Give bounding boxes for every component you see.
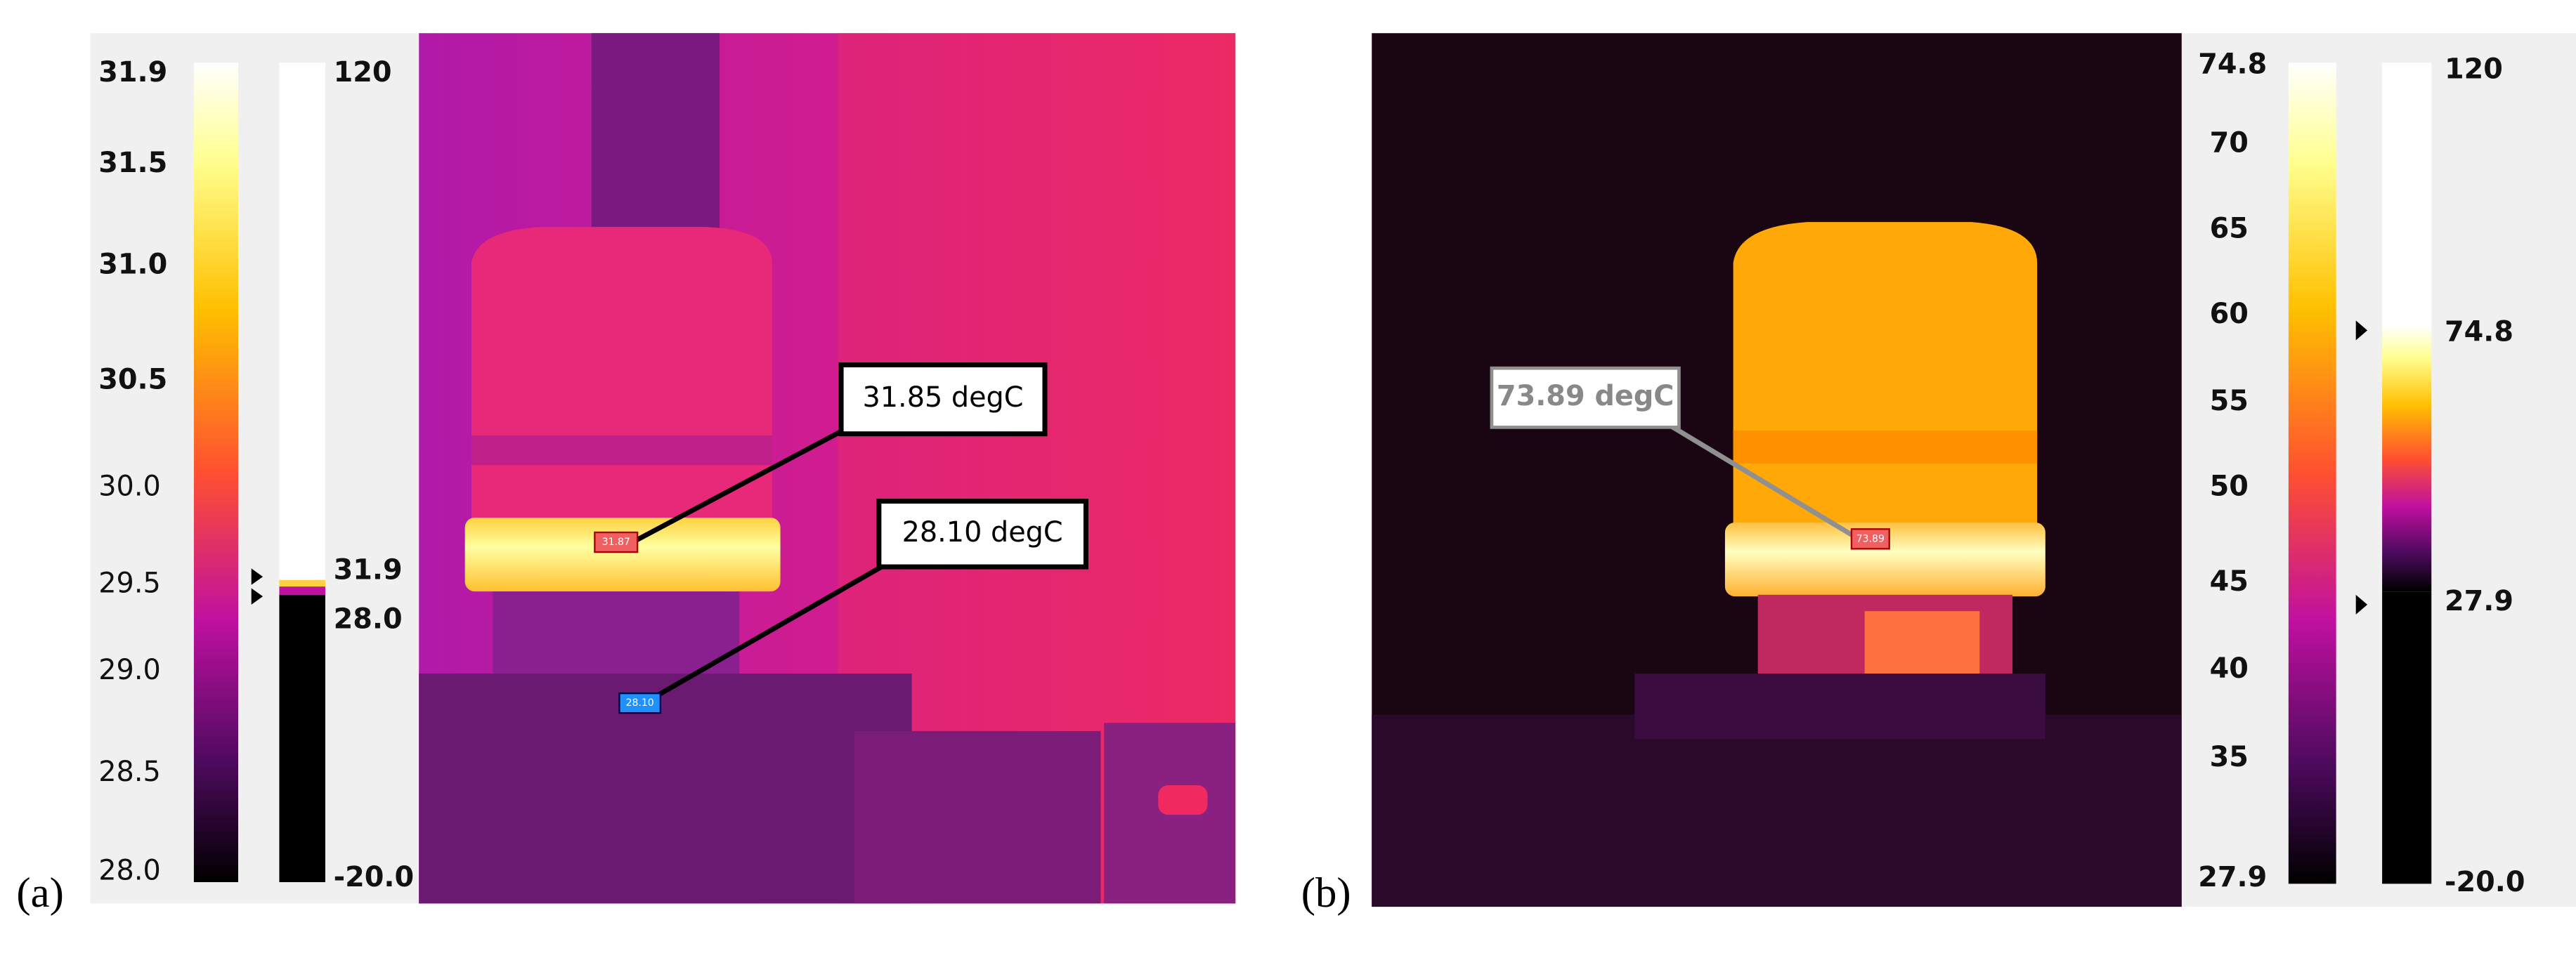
range-label: 120 (334, 56, 392, 88)
scale-label: 55 (2210, 385, 2249, 417)
scale-panel (90, 33, 419, 904)
scale-panel (2181, 33, 2576, 907)
scale-label: 40 (2210, 652, 2249, 685)
annotation-box (876, 499, 1088, 570)
warm-parts (1864, 611, 1980, 674)
panel-label: (b) (1301, 870, 1351, 917)
spot-marker (594, 531, 639, 553)
spot-value: 28.10 (626, 697, 654, 709)
range-bar-band (279, 586, 325, 595)
spot-value: 31.87 (602, 537, 630, 548)
pole (591, 33, 720, 263)
annotation-box (1490, 366, 1681, 429)
scale-label: 31.0 (98, 249, 167, 281)
hot-ring (1724, 522, 2045, 597)
scale-label: 27.9 (2198, 861, 2267, 893)
range-bar-bottom (279, 594, 325, 882)
annotation: 73.89 degC (1497, 380, 1674, 412)
scale-label: 29.0 (98, 654, 160, 686)
range-bar-top (279, 63, 325, 580)
scale-label: 31.9 (98, 56, 167, 88)
range-label: 120 (2445, 53, 2503, 86)
range-label: 28.0 (334, 603, 403, 636)
annotation: 28.10 degC (902, 516, 1063, 549)
equipment-hole (1158, 785, 1208, 815)
scale-label: 29.5 (98, 567, 160, 599)
callout-line (1666, 421, 1855, 538)
base-plate (419, 674, 912, 904)
scale-label: 35 (2210, 741, 2249, 773)
cylinder-band (1733, 431, 2038, 464)
range-label: -20.0 (334, 861, 415, 893)
floor (1372, 714, 2182, 907)
range-bar-band (279, 579, 325, 587)
color-bar (193, 63, 239, 882)
hot-ring (464, 517, 781, 592)
spot-marker (1850, 528, 1890, 550)
annotation-box (838, 362, 1048, 437)
scale-label: 30.5 (98, 363, 167, 395)
range-bar-band (2382, 325, 2432, 592)
range-label: 31.9 (334, 554, 403, 586)
spot-value: 73.89 (1856, 533, 1885, 544)
scale-label: 28.0 (98, 854, 160, 886)
thermal-image (1372, 33, 2182, 907)
range-bar-top (2382, 63, 2432, 326)
thermal-image (419, 33, 1236, 904)
callout-line (642, 561, 889, 706)
scale-label: 60 (2210, 298, 2249, 330)
spot-marker (618, 692, 662, 714)
base-plate (1634, 674, 2045, 740)
range-label: -20.0 (2445, 866, 2525, 898)
scale-label: 31.5 (98, 147, 167, 179)
cylinder-base (493, 591, 740, 677)
scale-label: 65 (2210, 212, 2249, 244)
scale-label: 50 (2210, 470, 2249, 502)
range-bar-bottom (2382, 591, 2432, 884)
annotation: 31.85 degC (863, 381, 1024, 414)
cylinder-band (471, 435, 772, 466)
callout-line (631, 428, 845, 545)
cylinder-body (1733, 222, 2038, 526)
cylinder-body (471, 227, 772, 523)
scale-label: 45 (2210, 565, 2249, 598)
panel-label: (a) (16, 870, 63, 917)
color-bar (2288, 63, 2336, 884)
range-label: 74.8 (2445, 316, 2513, 348)
scale-label: 30.0 (98, 470, 160, 502)
range-label: 27.9 (2445, 585, 2513, 617)
range-pointer (251, 568, 264, 605)
scale-label: 28.5 (98, 756, 160, 788)
scale-label: 74.8 (2198, 48, 2267, 80)
scale-label: 70 (2210, 127, 2249, 159)
equipment (854, 730, 1101, 904)
